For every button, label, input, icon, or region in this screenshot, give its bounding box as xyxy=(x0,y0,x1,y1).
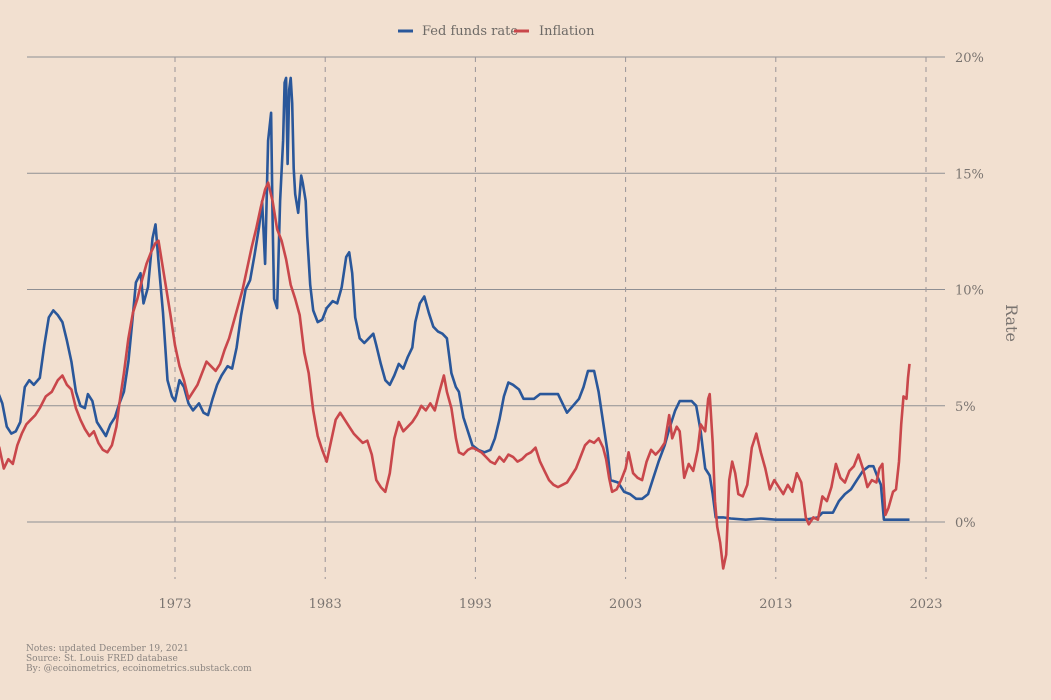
series-lines xyxy=(0,76,911,570)
x-tick-label: 2013 xyxy=(759,597,792,612)
series-line-inflation xyxy=(0,181,911,570)
series-line-fed-funds-rate xyxy=(0,76,910,521)
y-tick-label: 20% xyxy=(955,51,984,66)
legend-label-fed-funds-rate: Fed funds rate xyxy=(422,24,518,39)
y-tick-label: 5% xyxy=(955,400,976,415)
x-tick-label: 2003 xyxy=(609,597,642,612)
y-gridlines xyxy=(27,56,945,523)
x-tick-label: 1973 xyxy=(158,597,191,612)
footnotes: Notes: updated December 19, 2021 Source:… xyxy=(26,644,252,674)
footnote-updated: Notes: updated December 19, 2021 xyxy=(26,644,189,654)
legend-label-inflation: Inflation xyxy=(539,24,595,39)
x-tick-label: 1983 xyxy=(309,597,342,612)
footnote-source: Source: St. Louis FRED database xyxy=(26,654,178,664)
y-tick-label: 15% xyxy=(955,167,984,182)
tick-labels: 0% 5% 10% 15% 20% 1973 1983 1993 2003 2013 2023 xyxy=(158,51,983,612)
footnote-byline: By: @ecoinometrics, ecoinometrics.substa… xyxy=(26,664,252,674)
x-tick-label: 2023 xyxy=(909,597,942,612)
legend: Fed funds rate Inflation xyxy=(398,24,595,39)
y-tick-label: 10% xyxy=(955,284,984,299)
y-axis-title: Rate xyxy=(1002,304,1021,342)
y-tick-label: 0% xyxy=(955,516,976,531)
x-tick-label: 1993 xyxy=(459,597,492,612)
